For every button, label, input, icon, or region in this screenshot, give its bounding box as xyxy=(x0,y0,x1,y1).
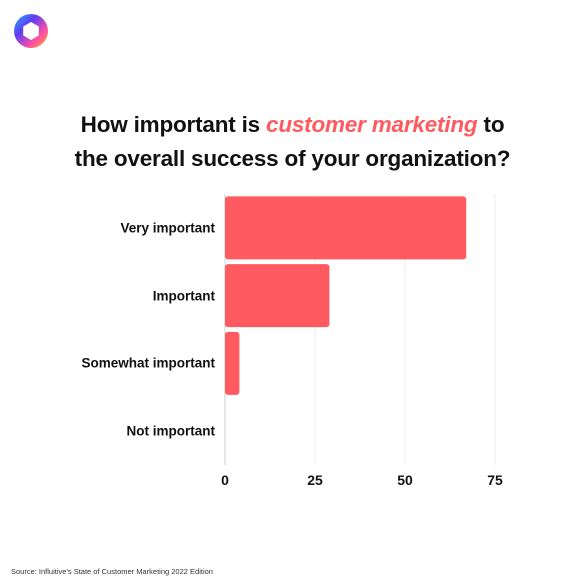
title-text-after: to xyxy=(477,112,505,137)
title-highlight: customer marketing xyxy=(266,112,478,137)
category-label: Very important xyxy=(120,220,215,236)
source-note: Source: Influitive's State of Customer M… xyxy=(11,567,213,576)
title-line-2: the overall success of your organization… xyxy=(74,146,511,171)
title-line-1: How important is customer marketing to xyxy=(0,108,585,142)
category-label: Somewhat important xyxy=(81,355,215,371)
x-tick-label: 25 xyxy=(307,472,323,488)
x-tick-label: 50 xyxy=(397,472,413,488)
bar xyxy=(225,331,240,395)
title-text-before: How important is xyxy=(80,112,266,137)
brand-logo-icon xyxy=(14,14,48,48)
x-tick-label: 0 xyxy=(221,472,229,488)
bar xyxy=(225,196,467,260)
chart-title: How important is customer marketing to t… xyxy=(0,108,585,176)
category-label: Important xyxy=(152,288,215,304)
bar xyxy=(225,264,330,328)
x-tick-label: 75 xyxy=(487,472,503,488)
category-label: Not important xyxy=(126,423,216,439)
